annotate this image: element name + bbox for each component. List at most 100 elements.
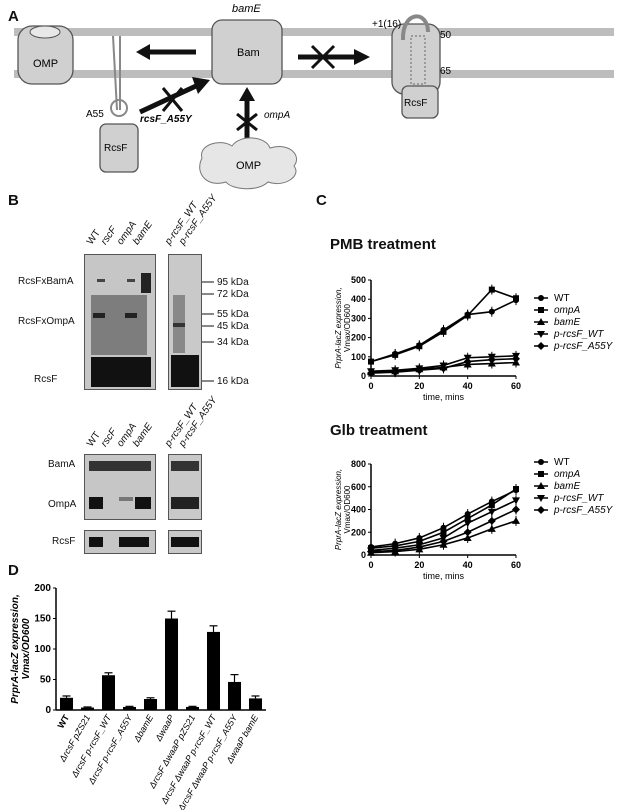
outer-membrane-top-leaflet: [14, 28, 614, 36]
y-axis-label-unit: Vmax/OD600: [343, 303, 352, 352]
y-tick-label: 50: [40, 675, 52, 686]
y-axis-label: PrprA-lacZ expression,: [10, 594, 21, 703]
rcsf-blot-left: [84, 530, 156, 554]
marker-34: 34 kDa: [217, 337, 249, 348]
bar: [248, 698, 263, 710]
legend-label-3: p-rcsF_WT: [553, 329, 604, 340]
marker-95: 95 kDa: [217, 277, 249, 288]
bar: [206, 631, 221, 710]
marker-45: 45 kDa: [217, 321, 249, 332]
legend-marker-2: [537, 318, 545, 325]
y-tick-label: 100: [351, 352, 366, 362]
y-tick-label: 200: [351, 333, 366, 343]
rcsf-lipid-loop: [400, 14, 430, 41]
legend-label-2: bamE: [554, 317, 580, 328]
pmb-line-chart: 0 100 200 300 400 500 0 20 40 60 time, mins PrprA-l…: [334, 275, 614, 402]
y-tick-label: 0: [45, 705, 51, 716]
ompa-label: ompA: [264, 110, 290, 121]
legend-marker-4: [537, 342, 545, 350]
crosslink-blot-left: [84, 254, 156, 390]
omp-cloud: [199, 137, 297, 190]
panel-label-d: D: [8, 562, 19, 579]
y-tick-label: 800: [351, 459, 366, 469]
loading-blot-right: [168, 454, 202, 520]
bar: [101, 675, 116, 710]
y-tick-label: 200: [351, 527, 366, 537]
bar: [59, 697, 74, 710]
panel-label-a: A: [8, 8, 19, 25]
residue-50-label: 50: [440, 30, 452, 41]
bar: [80, 707, 95, 710]
panel-a-diagram: OMP Bam bamE +1(16) 50 65 RcsF A55 RcsF …: [14, 3, 614, 190]
marker-55: 55 kDa: [217, 309, 249, 320]
glb-chart-title: Glb treatment: [330, 422, 428, 439]
lane2-rscf: rscF: [98, 426, 120, 449]
rcsf-right-domain: [401, 85, 439, 119]
legend-label-1: ompA: [554, 305, 580, 316]
rcsf-right-label: RcsF: [404, 98, 427, 109]
arrow-head-left: [136, 44, 150, 60]
expression-bar-chart: 0 50 100 150 200 PrprA-lacZ expression, Vmax/O…: [10, 583, 266, 810]
glb-line-chart: 0 200 400 600 800 0 20 40 60 time, mins PrprA-lacZ…: [334, 457, 614, 581]
bamE-label: bamE: [232, 3, 261, 15]
y-axis-label-unit: Vmax/OD600: [343, 485, 352, 534]
legend-label-3: p-rcsF_WT: [553, 493, 604, 504]
legend-marker-2: [537, 482, 545, 489]
y-axis-label: PrprA-lacZ expression,: [334, 469, 343, 550]
legend-marker-0: [538, 295, 544, 301]
legend-marker-1: [538, 307, 544, 313]
residue-65-label: 65: [440, 66, 452, 77]
block-cross-right: [310, 44, 336, 70]
marker-16: 16 kDa: [217, 376, 249, 387]
marker-72: 72 kDa: [217, 289, 249, 300]
y-tick-label: 150: [34, 614, 51, 625]
bam-complex: [211, 19, 283, 85]
legend-label-4: p-rcsF_A55Y: [553, 505, 614, 516]
a55-star: [110, 99, 128, 117]
x-tick-label: 40: [463, 560, 473, 570]
panel-label-c: C: [316, 192, 327, 209]
legend-marker-1: [538, 471, 544, 477]
y-tick-label: 0: [361, 371, 366, 381]
arrow-rcsf-a55y-to-bam: [138, 83, 198, 115]
rcsf-blot-right: [168, 530, 202, 554]
x-tick-label: 60: [511, 560, 521, 570]
outer-membrane-bottom-leaflet: [14, 70, 614, 78]
row-rcsfxbama: RcsFxBamA: [18, 276, 74, 287]
legend-marker-3: [537, 495, 545, 502]
bar: [122, 706, 137, 710]
mw-markers: [202, 281, 214, 382]
x-tick-label: 0: [368, 560, 373, 570]
omp-left-label: OMP: [33, 58, 58, 70]
row-ompa: OmpA: [48, 499, 77, 510]
bar: [227, 681, 242, 710]
legend-label-0: WT: [554, 457, 570, 468]
ompa-barrel-right: [391, 23, 441, 95]
a55-label: A55: [86, 109, 104, 120]
y-tick-label: 500: [351, 275, 366, 285]
panel-label-b: B: [8, 192, 19, 209]
bar: [185, 706, 200, 710]
x-tick-label: 20: [414, 560, 424, 570]
omp-barrel-pore: [29, 25, 61, 39]
legend-marker-0: [538, 459, 544, 465]
x-tick-label: 20: [414, 381, 424, 391]
rcsf-left-domain: [99, 123, 139, 173]
crosslink-blot-right: [168, 254, 202, 390]
x-tick-label: 60: [511, 381, 521, 391]
y-tick-label: 100: [34, 644, 51, 655]
category-label: WT: [56, 713, 72, 731]
row-rcsfxompa: RcsFxOmpA: [18, 316, 75, 327]
y-tick-label: 200: [34, 583, 51, 594]
y-tick-label: 0: [361, 550, 366, 560]
loading-blot-left: [84, 454, 156, 520]
category-label: ΔbamE: [131, 712, 155, 744]
bam-label: Bam: [237, 47, 260, 59]
x-tick-label: 0: [368, 381, 373, 391]
bar: [164, 618, 179, 710]
legend-marker-4: [537, 506, 545, 514]
row-rcsf-monomer: RcsF: [34, 374, 58, 385]
legend-label-4: p-rcsF_A55Y: [553, 341, 614, 352]
pmb-chart-title: PMB treatment: [330, 236, 436, 253]
y-tick-label: 400: [351, 294, 366, 304]
